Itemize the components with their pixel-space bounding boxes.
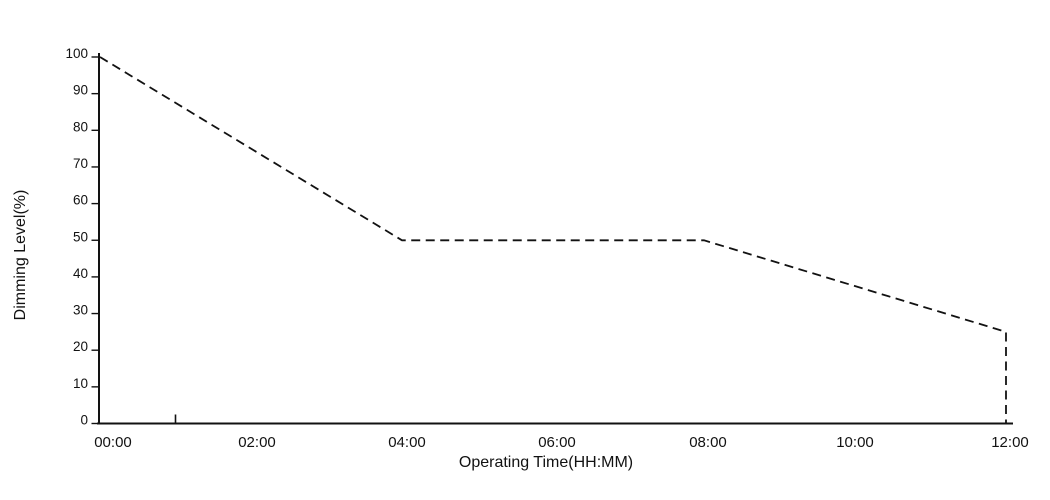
y-axis-title: Dimming Level(%) — [12, 190, 29, 321]
x-tick-label: 06:00 — [538, 434, 576, 451]
y-tick-label: 20 — [73, 339, 88, 354]
y-tick-label: 70 — [73, 156, 88, 171]
x-tick-label: 02:00 — [238, 434, 276, 451]
y-tick-label: 80 — [73, 119, 88, 134]
x-tick-label: 04:00 — [388, 434, 426, 451]
y-tick-label: 90 — [73, 83, 88, 98]
y-tick-label: 0 — [80, 413, 88, 428]
y-tick-label: 10 — [73, 376, 88, 391]
x-axis-title: Operating Time(HH:MM) — [459, 454, 633, 471]
y-tick-label: 40 — [73, 266, 88, 281]
x-tick-label: 00:00 — [94, 434, 132, 451]
chart-plot-area: 0 10 20 30 40 50 60 70 80 90 100 00:00 02:00 04:00 06:… — [65, 46, 1028, 451]
y-tick-label: 60 — [73, 193, 88, 208]
y-tick-label: 50 — [73, 229, 88, 244]
x-tick-label: 10:00 — [836, 434, 874, 451]
x-tick-label: 08:00 — [689, 434, 727, 451]
series-path-dimming-profile — [99, 56, 1007, 424]
y-tick-label: 30 — [73, 303, 88, 318]
y-tick-label: 100 — [65, 46, 88, 61]
x-tick-label: 12:00 — [991, 434, 1029, 451]
